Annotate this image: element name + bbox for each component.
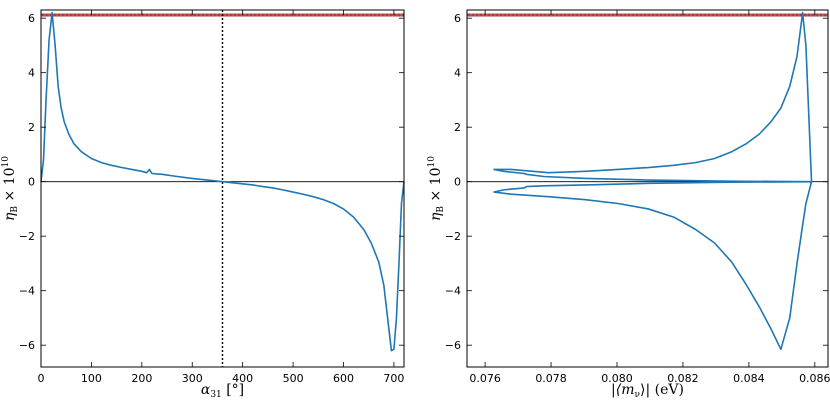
y-tick-label: 4: [454, 67, 461, 80]
x-tick-label: 700: [383, 372, 404, 385]
x-tick-label: 0: [38, 372, 45, 385]
plot-frame: [466, 9, 829, 368]
x-axis-label: α31 [°]: [201, 382, 244, 400]
x-tick-label: 500: [283, 372, 304, 385]
y-tick-label: −2: [445, 230, 461, 243]
x-tick-label: 0.082: [667, 372, 699, 385]
y-tick-label: 2: [28, 121, 35, 134]
y-axis-label: ηB × 1010: [1, 156, 20, 221]
series-line-1: [40, 11, 405, 352]
x-tick-label: 200: [131, 372, 152, 385]
x-tick-label: 0.084: [733, 372, 765, 385]
y-tick-label: 4: [28, 67, 35, 80]
x-tick-label: 600: [333, 372, 354, 385]
plot-frame: [40, 9, 405, 368]
chart-panel-1: 0 100 200 300 400 500 600 700 −6 −4 −2 0 2 4 6 α31 [°] η…: [1, 9, 405, 400]
x-tick-label: 0.078: [535, 372, 567, 385]
y-tick-label: 0: [454, 176, 461, 189]
x-tick-label: 0.080: [601, 372, 633, 385]
y-tick-label: −6: [445, 339, 461, 352]
chart-panel-2: 0.076 0.078 0.080 0.082 0.084 0.086 −6 −4 −2 0 2 4 6…: [427, 9, 830, 400]
y-tick-label: −4: [445, 285, 461, 298]
y-tick-label: 6: [28, 12, 35, 25]
y-tick-label: −2: [19, 230, 35, 243]
x-tick-label: 300: [182, 372, 203, 385]
observed-band: [467, 13, 828, 17]
y-tick-label: 0: [28, 176, 35, 189]
y-tick-label: −4: [19, 285, 35, 298]
x-tick-label: 0.086: [799, 372, 830, 385]
x-axis-label: |⟨mν⟩| (eV): [611, 382, 684, 400]
y-tick-label: −6: [19, 339, 35, 352]
y-axis-label: ηB × 1010: [427, 156, 446, 221]
y-tick-label: 6: [454, 12, 461, 25]
x-tick-label: 0.076: [469, 372, 501, 385]
y-tick-label: 2: [454, 121, 461, 134]
x-tick-label: 100: [81, 372, 102, 385]
series-line-1: [493, 11, 813, 351]
x-tick-label: 400: [232, 372, 253, 385]
